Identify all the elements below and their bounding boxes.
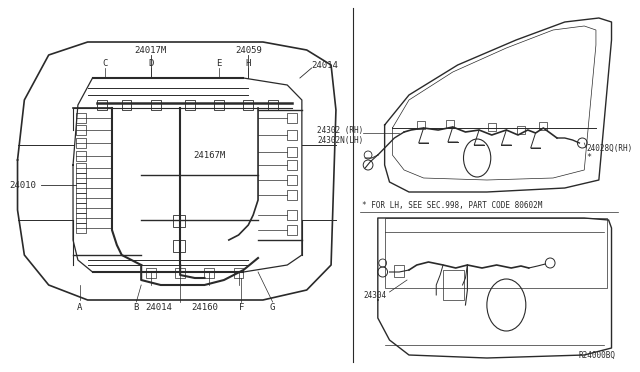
Text: * FOR LH, SEE SEC.998, PART CODE 80602M: * FOR LH, SEE SEC.998, PART CODE 80602M — [362, 201, 543, 209]
Text: 24017M: 24017M — [135, 45, 167, 55]
Bar — [205, 268, 214, 278]
Text: 24302N(LH): 24302N(LH) — [317, 135, 364, 144]
Bar — [287, 113, 297, 123]
Bar — [287, 160, 297, 170]
Bar — [214, 100, 224, 110]
Text: H: H — [246, 58, 251, 67]
Bar — [76, 223, 86, 233]
Text: 24028Q(RH): 24028Q(RH) — [586, 144, 632, 153]
Bar — [287, 190, 297, 200]
Text: 24014: 24014 — [145, 304, 172, 312]
Bar — [76, 213, 86, 223]
Text: 24167M: 24167M — [193, 151, 225, 160]
Bar — [287, 147, 297, 157]
Bar — [76, 203, 86, 213]
Text: *: * — [586, 153, 591, 161]
Bar — [97, 100, 107, 110]
Text: 24302 (RH): 24302 (RH) — [317, 125, 364, 135]
Bar — [146, 268, 156, 278]
Bar — [76, 163, 86, 173]
Bar — [173, 215, 185, 227]
Text: C: C — [102, 58, 108, 67]
Text: R24000BQ: R24000BQ — [579, 351, 616, 360]
Bar — [234, 268, 243, 278]
Text: G: G — [270, 304, 275, 312]
Bar — [76, 151, 86, 161]
Bar — [446, 120, 454, 128]
Bar — [287, 210, 297, 220]
Text: 24010: 24010 — [10, 180, 36, 189]
Bar — [76, 183, 86, 193]
Text: 24160: 24160 — [191, 304, 218, 312]
Bar — [268, 100, 278, 110]
Text: 24304: 24304 — [364, 291, 387, 299]
Text: D: D — [148, 58, 154, 67]
Bar — [243, 100, 253, 110]
Bar — [76, 193, 86, 203]
Bar — [488, 123, 495, 131]
Bar — [175, 268, 185, 278]
Text: E: E — [216, 58, 222, 67]
Bar — [76, 138, 86, 148]
Bar — [287, 225, 297, 235]
Bar — [151, 100, 161, 110]
Text: F: F — [239, 304, 244, 312]
Bar — [287, 175, 297, 185]
Text: B: B — [134, 304, 139, 312]
Bar — [417, 121, 424, 129]
Bar — [443, 270, 465, 300]
Text: 24014: 24014 — [312, 61, 339, 70]
Bar — [540, 122, 547, 130]
Bar — [287, 130, 297, 140]
Bar — [76, 113, 86, 123]
Bar — [122, 100, 131, 110]
Bar — [173, 240, 185, 252]
Bar — [385, 218, 607, 288]
Bar — [394, 265, 404, 277]
Text: A: A — [77, 304, 83, 312]
Bar — [76, 125, 86, 135]
Text: 24059: 24059 — [235, 45, 262, 55]
Bar — [76, 173, 86, 183]
Bar — [185, 100, 195, 110]
Bar — [517, 126, 525, 134]
